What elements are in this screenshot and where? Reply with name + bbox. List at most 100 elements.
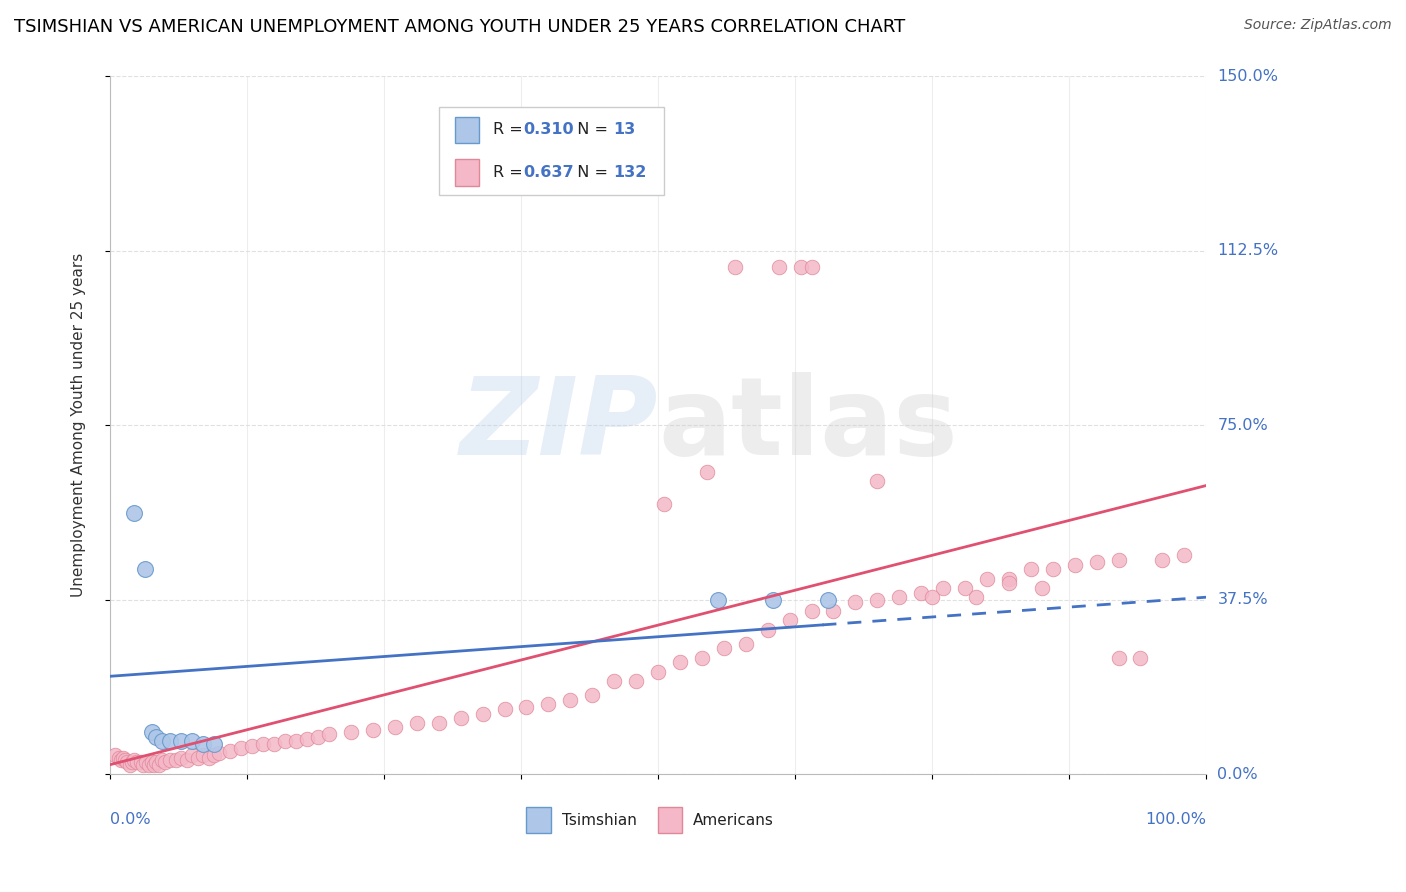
Point (696, 465, 718, 479)
Point (450, 711, 472, 725)
Point (145, 756, 167, 770)
Point (976, 572, 998, 586)
Point (159, 734, 181, 748)
Point (768, 260, 790, 274)
Y-axis label: Unemployment Among Youth under 25 years: Unemployment Among Youth under 25 years (72, 253, 86, 597)
Point (142, 757, 165, 772)
Point (537, 697, 560, 711)
Point (295, 732, 318, 747)
Point (1129, 650, 1152, 665)
Text: Americans: Americans (693, 813, 775, 828)
Point (104, 748, 127, 763)
Text: 0.637: 0.637 (523, 165, 574, 180)
Point (624, 673, 647, 688)
Point (817, 592, 839, 607)
Point (191, 748, 214, 763)
Text: 150.0%: 150.0% (1218, 69, 1278, 84)
Point (953, 581, 976, 595)
Point (756, 623, 779, 637)
Point (910, 585, 932, 599)
Point (153, 756, 176, 770)
Point (122, 507, 145, 521)
FancyBboxPatch shape (456, 117, 479, 143)
Point (1031, 581, 1053, 595)
Point (176, 753, 198, 767)
Point (998, 576, 1021, 591)
Text: R =: R = (492, 165, 527, 180)
Text: Tsimshian: Tsimshian (561, 813, 637, 828)
Point (713, 641, 735, 656)
Point (866, 474, 889, 488)
Point (170, 734, 193, 748)
Point (921, 590, 943, 604)
Point (647, 665, 669, 679)
Text: atlas: atlas (658, 372, 957, 478)
Text: 13: 13 (613, 122, 636, 137)
Point (132, 757, 155, 772)
FancyBboxPatch shape (439, 107, 664, 194)
Point (707, 592, 730, 607)
Point (145, 730, 167, 744)
Point (208, 746, 231, 760)
Point (152, 753, 174, 767)
Text: N =: N = (567, 165, 613, 180)
Point (274, 734, 297, 748)
Point (1019, 562, 1042, 576)
Point (110, 753, 132, 767)
Point (242, 739, 264, 753)
Point (141, 725, 163, 739)
Point (1152, 553, 1174, 567)
Point (263, 737, 285, 751)
Point (152, 734, 174, 748)
Text: 112.5%: 112.5% (1218, 243, 1278, 258)
Point (181, 748, 204, 763)
Text: Source: ZipAtlas.com: Source: ZipAtlas.com (1244, 18, 1392, 32)
Text: 75.0%: 75.0% (1218, 417, 1268, 433)
Point (197, 750, 219, 764)
Point (866, 592, 889, 607)
Point (111, 750, 134, 764)
Point (187, 750, 209, 764)
Point (148, 757, 170, 772)
Point (307, 730, 329, 744)
Point (800, 604, 823, 618)
FancyBboxPatch shape (526, 807, 551, 833)
Point (734, 637, 756, 651)
Point (1063, 558, 1085, 572)
Point (603, 673, 626, 688)
Point (762, 592, 785, 607)
Point (998, 572, 1021, 586)
Point (285, 734, 308, 748)
Point (202, 748, 225, 763)
FancyBboxPatch shape (658, 807, 682, 833)
Text: 100.0%: 100.0% (1146, 813, 1206, 828)
Point (121, 756, 143, 770)
Point (1108, 553, 1130, 567)
Point (889, 590, 911, 604)
Point (932, 581, 955, 595)
Point (107, 750, 129, 764)
Point (318, 727, 340, 741)
Point (122, 753, 145, 767)
Point (789, 260, 811, 274)
Point (384, 721, 406, 735)
FancyBboxPatch shape (456, 159, 479, 186)
Point (800, 260, 823, 274)
Point (191, 737, 214, 751)
Point (159, 753, 181, 767)
Point (114, 753, 136, 767)
Point (560, 692, 582, 706)
Point (779, 614, 801, 628)
Text: 0.0%: 0.0% (1218, 766, 1258, 781)
Point (690, 650, 713, 665)
Point (471, 706, 494, 721)
Point (138, 757, 160, 772)
Point (219, 744, 242, 758)
Point (427, 715, 450, 730)
Point (170, 750, 193, 764)
Point (134, 562, 156, 576)
Point (515, 699, 537, 714)
Point (1108, 650, 1130, 665)
Point (165, 753, 187, 767)
Text: 37.5%: 37.5% (1218, 592, 1268, 607)
